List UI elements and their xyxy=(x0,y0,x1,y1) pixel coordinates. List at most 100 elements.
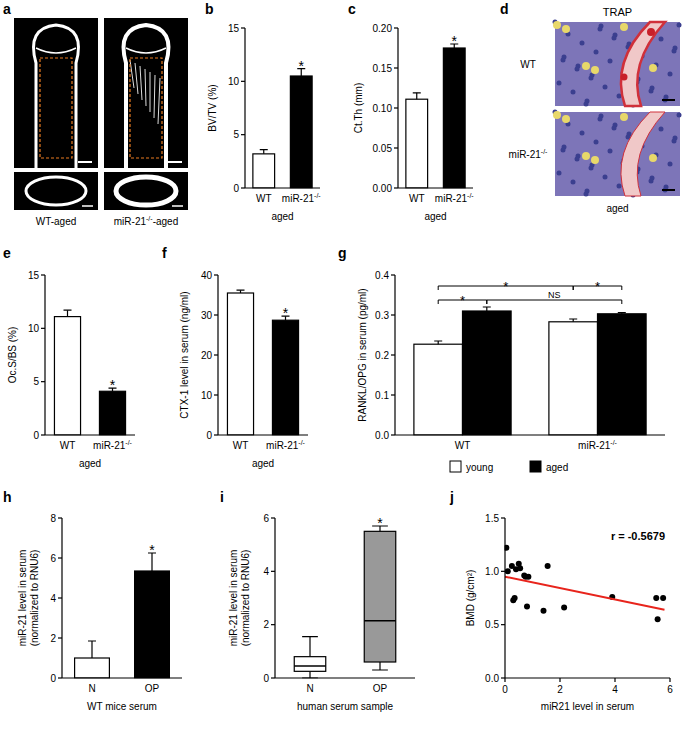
text-part: r = -0.5679 xyxy=(611,530,665,542)
x-tick-label: 0 xyxy=(502,684,508,695)
cell-nucleus xyxy=(649,179,654,184)
text-part: miR-21 xyxy=(93,440,126,451)
text-part: j xyxy=(449,489,454,505)
y-tick-label: 10 xyxy=(228,76,240,87)
text-part: -aged xyxy=(153,216,179,227)
text-part: 6 xyxy=(263,513,269,524)
microct-image xyxy=(14,18,98,168)
cortical-ring xyxy=(26,177,86,205)
legend-swatch xyxy=(530,461,541,472)
plot-area xyxy=(253,69,312,188)
cell-nucleus xyxy=(668,72,673,77)
y-tick-label: 0.15 xyxy=(373,63,393,74)
text-part: 0.5 xyxy=(485,619,499,630)
text-part: 0.0 xyxy=(485,673,499,684)
point xyxy=(561,605,567,611)
y-tick-label: 6 xyxy=(263,513,269,524)
bone-trabecula xyxy=(621,112,665,196)
cell-nucleus xyxy=(561,58,566,63)
text-part: -/- xyxy=(314,192,321,199)
cell-nucleus xyxy=(649,89,654,94)
figure: aWT-agedmiR-21-/--agedbWTmiR-21-/-*05101… xyxy=(0,0,685,730)
y-tick xyxy=(241,187,245,188)
growth-plate xyxy=(36,48,76,53)
y-axis-line xyxy=(274,518,275,678)
panel-label: i xyxy=(220,489,224,505)
bone-outline xyxy=(34,25,79,168)
text-part: miR-21 level in serum xyxy=(17,550,28,647)
text-part: miR-21 xyxy=(435,193,468,204)
cell-nucleus xyxy=(603,85,608,90)
cell-nucleus xyxy=(598,117,603,122)
y-tick-label: 20 xyxy=(201,350,213,361)
y-tick xyxy=(41,381,45,382)
y-tick-label: 4 xyxy=(50,593,56,604)
text-part: i xyxy=(220,489,224,505)
bar xyxy=(290,76,312,188)
x-tick-label: miR-21-/- xyxy=(282,192,322,204)
x-tick-label: WT xyxy=(233,440,249,451)
trap-positive-cell xyxy=(621,74,628,81)
y-tick-label: 0.05 xyxy=(373,143,393,154)
marrow-fat xyxy=(649,64,657,72)
text-part: 0 xyxy=(206,430,212,441)
marrow-fat xyxy=(562,115,570,123)
text-part: WT mice serum xyxy=(87,701,157,712)
bar xyxy=(549,322,598,435)
error-cap xyxy=(88,640,96,641)
text-part: -/- xyxy=(298,439,305,446)
x-tick xyxy=(559,678,560,682)
panel-label: d xyxy=(500,1,509,17)
panel-label: e xyxy=(3,245,11,261)
trabecula xyxy=(154,75,155,118)
text-part: OP xyxy=(145,683,160,694)
text-part: aged xyxy=(271,211,293,222)
cell-nucleus xyxy=(677,23,682,28)
point xyxy=(660,595,666,601)
text-part: 40 xyxy=(201,270,213,281)
plot-area xyxy=(294,526,396,678)
text-part: * xyxy=(110,377,116,393)
text-part: 10 xyxy=(28,323,40,334)
text-part: e xyxy=(3,245,11,261)
x-tick-label: 4 xyxy=(612,684,618,695)
significance-label: NS xyxy=(548,290,561,300)
text-part: 5 xyxy=(233,129,239,140)
significance-label: * xyxy=(452,33,458,49)
text-part: WT xyxy=(60,440,76,451)
significance-label: * xyxy=(377,515,383,531)
text-part: 0 xyxy=(502,684,508,695)
x-axis-label: WT mice serum xyxy=(87,701,157,712)
cortical-ring xyxy=(116,177,176,205)
error-bar xyxy=(91,641,92,658)
text-part: 4 xyxy=(612,684,618,695)
text-part: BMD (g/cm²) xyxy=(465,570,476,627)
significance-label: * xyxy=(503,279,508,294)
y-tick xyxy=(391,354,395,355)
x-tick-label: miR-21-/- xyxy=(93,439,133,451)
error-bar xyxy=(416,93,417,99)
error-cap xyxy=(237,290,245,291)
y-axis-line xyxy=(504,518,505,678)
text-part: aged xyxy=(546,462,568,473)
x-tick-label: miR-21-/- xyxy=(578,439,618,451)
panel-label: a xyxy=(3,1,11,17)
text-part: 0.05 xyxy=(373,143,393,154)
y-tick-label: 2 xyxy=(50,633,56,644)
cell-nucleus xyxy=(584,102,589,107)
y-tick xyxy=(391,394,395,395)
text-part: miR-21 xyxy=(282,193,315,204)
x-axis-label: aged xyxy=(271,211,293,222)
y-axis-label: RANKL/OPG in serum (pg/ml) xyxy=(357,288,368,421)
error-bar xyxy=(67,310,68,316)
point xyxy=(524,604,530,610)
annotation: r = -0.5679 xyxy=(611,530,665,542)
legend-label: young xyxy=(466,462,493,473)
cross-section-image xyxy=(104,172,188,210)
text-part: * xyxy=(283,305,289,321)
y-tick-label: 30 xyxy=(201,310,213,321)
y-tick xyxy=(241,27,245,28)
marrow-fat xyxy=(620,23,628,31)
bar xyxy=(406,99,428,188)
error-cap xyxy=(434,340,442,341)
